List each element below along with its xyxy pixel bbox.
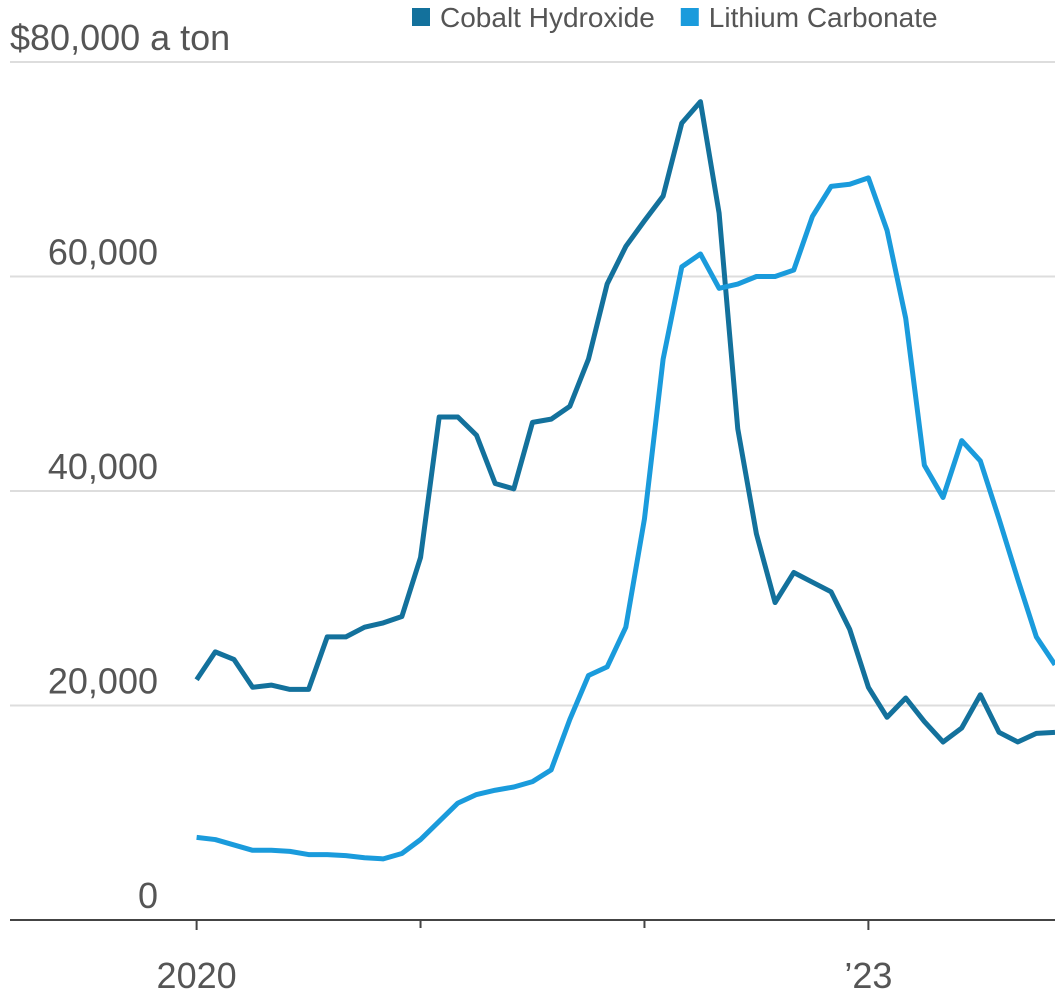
legend-swatch (412, 8, 430, 26)
y-tick-label: 40,000 (48, 446, 158, 487)
x-tick-label: ’23 (844, 955, 892, 996)
series-line (196, 175, 1055, 862)
y-tick-label: 0 (138, 875, 158, 916)
legend-swatch (680, 8, 699, 26)
y-tick-label: 20,000 (48, 661, 158, 702)
legend-label: Lithium Carbonate (709, 2, 938, 33)
legend-label: Cobalt Hydroxide (440, 2, 655, 33)
y-tick-label: $80,000 a ton (10, 17, 230, 58)
series-line (194, 99, 1055, 745)
y-tick-label: 60,000 (48, 232, 158, 273)
x-tick-label: 2020 (157, 955, 237, 996)
